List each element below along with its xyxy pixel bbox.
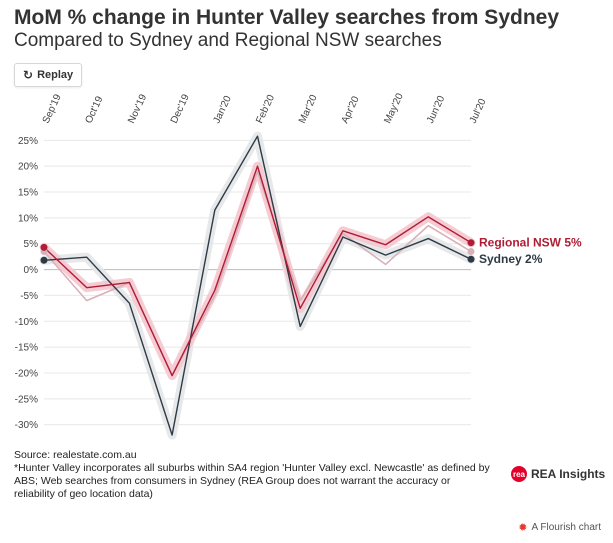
replay-label: Replay xyxy=(37,69,74,81)
source-text: Source: realestate.com.au xyxy=(14,449,137,461)
series-line xyxy=(43,165,472,377)
y-tick-label: -5% xyxy=(20,291,38,302)
replay-button[interactable]: ↻ Replay xyxy=(14,63,83,87)
y-tick-label: -30% xyxy=(15,420,38,431)
series-end-label: Sydney 2% xyxy=(479,252,543,266)
flourish-credit-link[interactable]: ✹ A Flourish chart xyxy=(518,521,601,534)
x-tick-label: Dec'19 xyxy=(169,92,192,125)
series-start-dot xyxy=(40,256,48,264)
x-tick-label: May'20 xyxy=(382,91,406,125)
y-tick-label: -15% xyxy=(15,343,38,354)
series-halo xyxy=(39,161,476,381)
rea-insights-logo[interactable]: rea REA Insights xyxy=(511,466,605,482)
x-tick-label: Feb'20 xyxy=(254,93,277,125)
x-tick-label: Sep'19 xyxy=(41,92,64,125)
x-tick-label: Jan'20 xyxy=(212,94,234,125)
series-end-dot xyxy=(467,247,475,255)
chart-footer: Source: realestate.com.au *Hunter Valley… xyxy=(14,449,494,501)
y-tick-label: -25% xyxy=(15,394,38,405)
x-tick-label: Apr'20 xyxy=(340,94,362,125)
series-end-dot xyxy=(467,255,475,263)
flourish-credit-text: A Flourish chart xyxy=(531,522,601,533)
x-tick-label: Jul'20 xyxy=(468,97,489,125)
footnote-text: *Hunter Valley incorporates all suburbs … xyxy=(14,462,490,500)
series-end-label: Regional NSW 5% xyxy=(479,236,582,250)
replay-icon: ↻ xyxy=(23,68,34,82)
y-tick-label: -10% xyxy=(15,317,38,328)
series-end-dot xyxy=(467,239,475,247)
y-tick-label: -20% xyxy=(15,368,38,379)
y-tick-label: 10% xyxy=(18,213,38,224)
series-line xyxy=(43,135,472,436)
x-tick-label: Oct'19 xyxy=(83,94,105,125)
x-tick-label: Jun'20 xyxy=(425,94,447,125)
series-line xyxy=(43,170,472,377)
y-tick-label: 5% xyxy=(24,239,39,250)
rea-logo-icon: rea xyxy=(511,466,527,482)
series-start-dot xyxy=(40,243,48,251)
line-chart: 25% 20% 15% 10% 5% 0% -5% -10% -15% -20% -25% -30% S… xyxy=(15,91,582,440)
y-tick-label: 25% xyxy=(18,136,38,147)
logo-text: REA Insights xyxy=(531,467,606,481)
flourish-star-icon: ✹ xyxy=(518,522,528,534)
x-tick-label: Nov'19 xyxy=(126,92,149,125)
y-tick-label: 0% xyxy=(24,265,39,276)
chart-subtitle: Compared to Sydney and Regional NSW sear… xyxy=(14,30,442,51)
y-tick-label: 15% xyxy=(18,188,38,199)
y-tick-label: 20% xyxy=(18,162,38,173)
chart-title: MoM % change in Hunter Valley searches f… xyxy=(14,6,560,29)
x-tick-label: Mar'20 xyxy=(297,93,320,125)
